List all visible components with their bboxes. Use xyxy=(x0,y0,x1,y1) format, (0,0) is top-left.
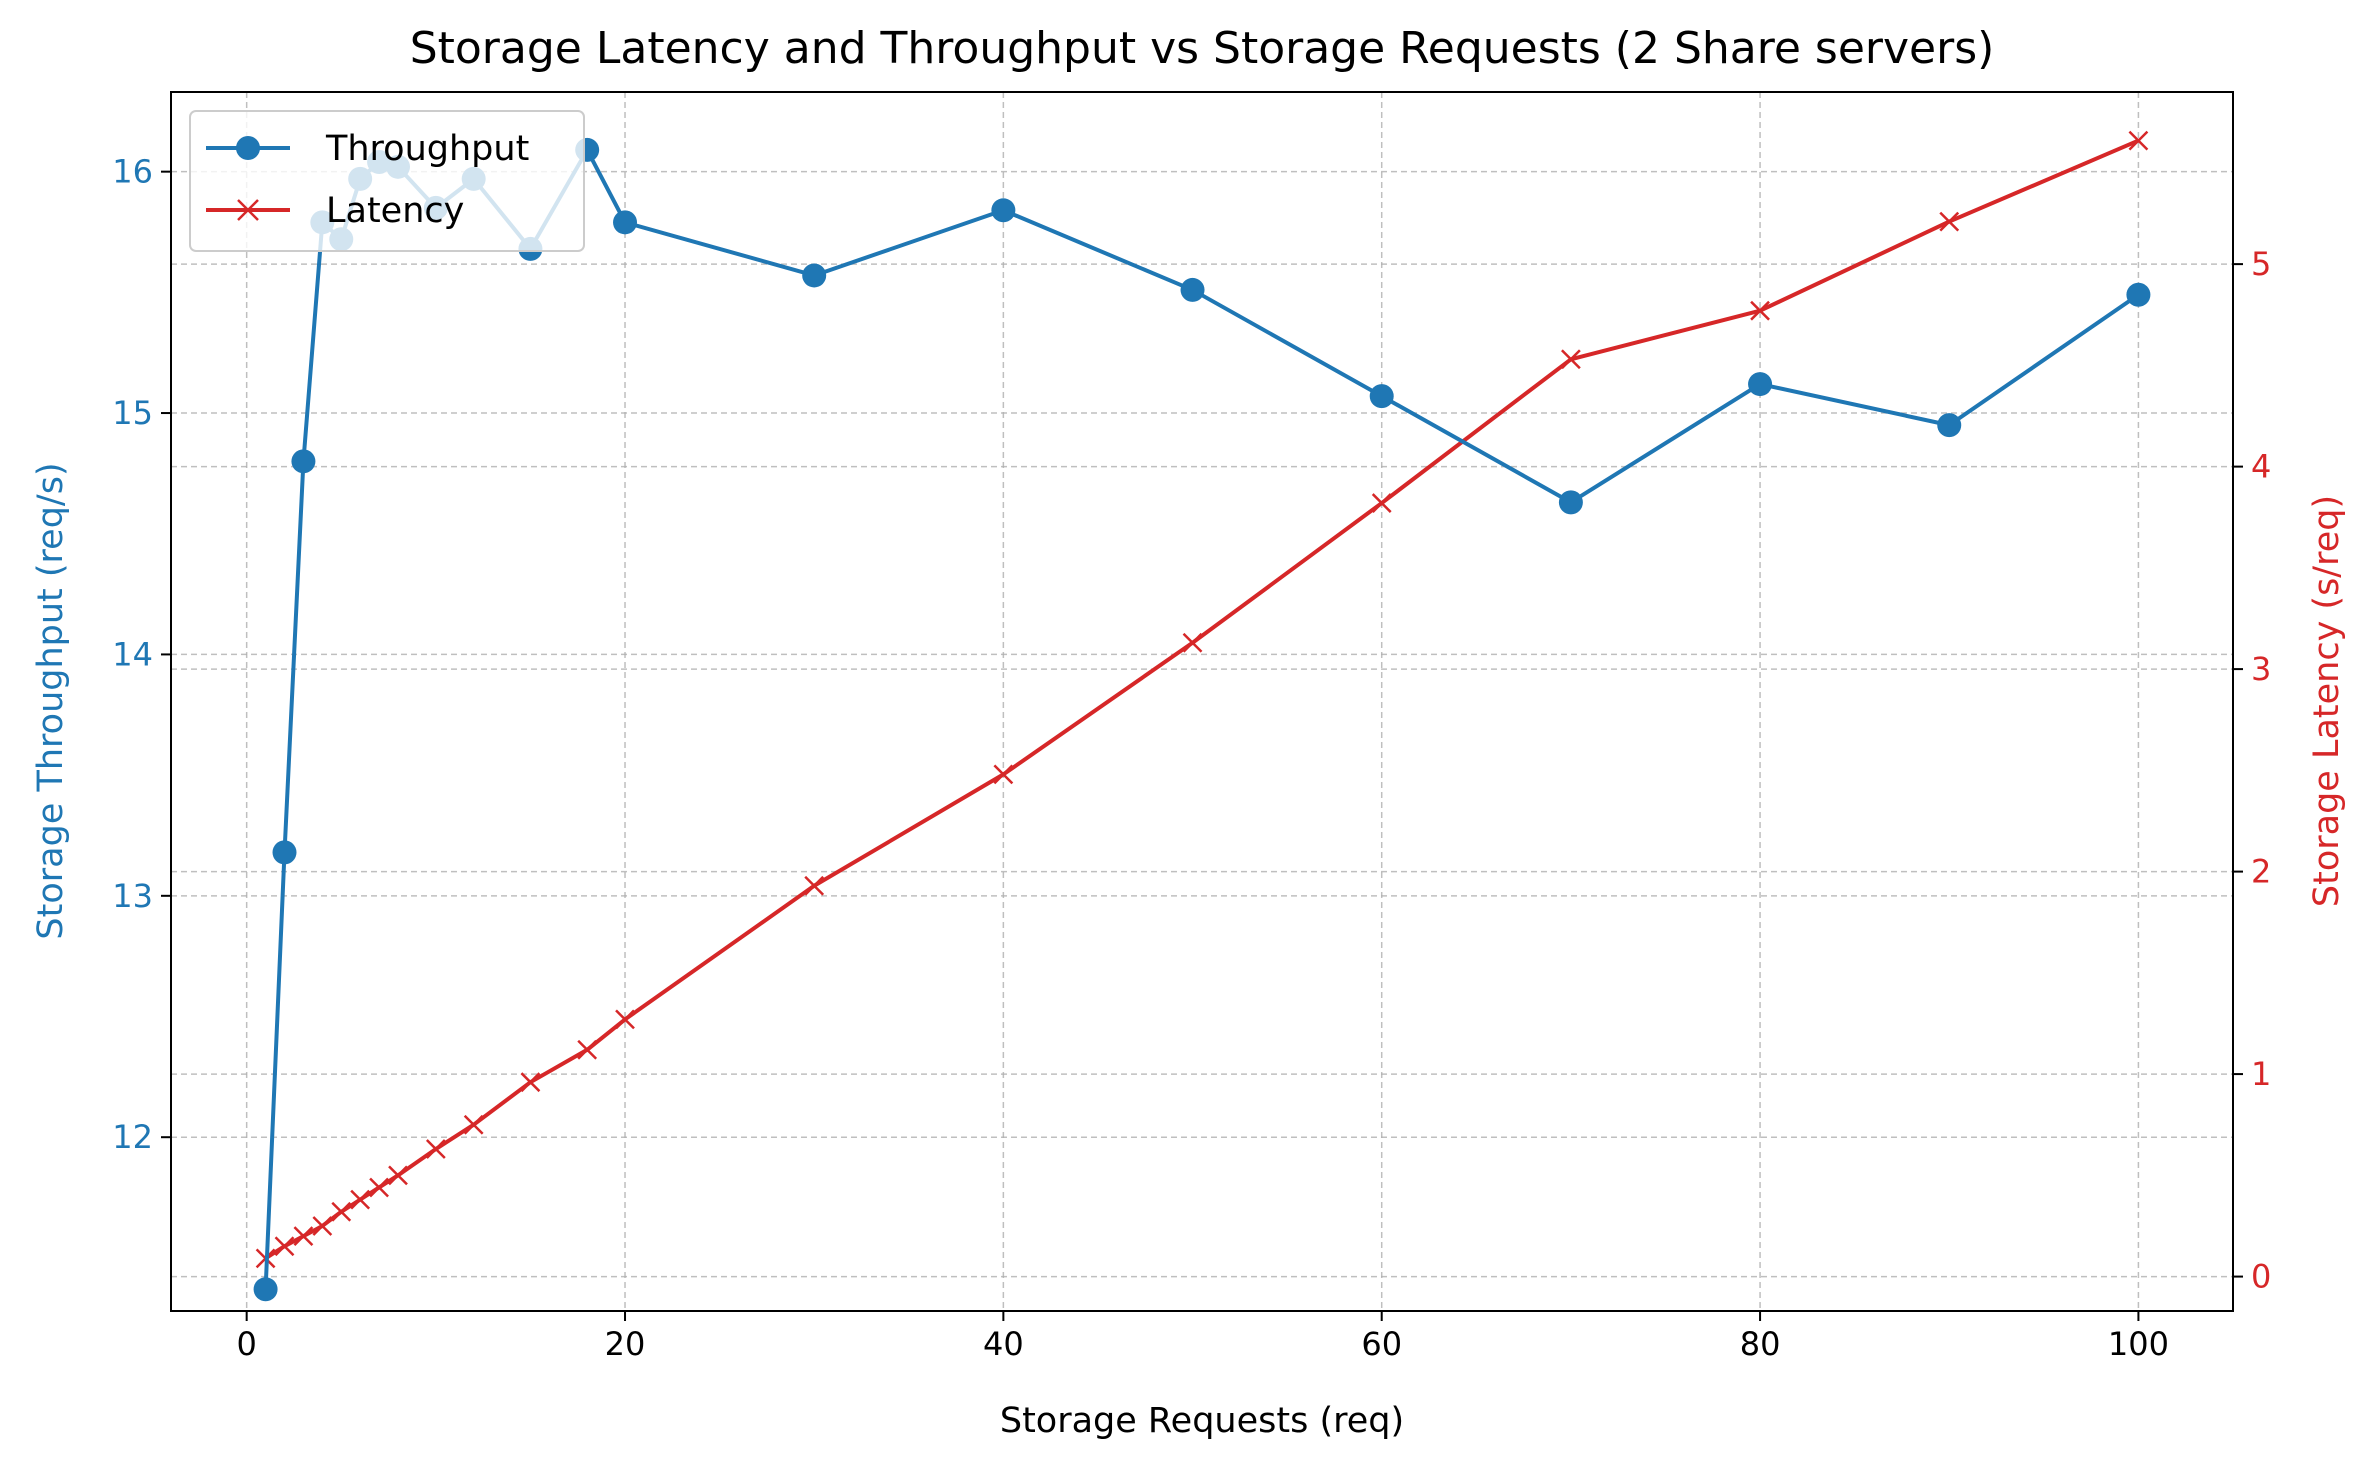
grid xyxy=(171,92,2233,1311)
throughput-point xyxy=(291,449,316,474)
y-left-tick-label: 13 xyxy=(112,877,153,915)
throughput-point xyxy=(1558,490,1583,515)
y-axis-label-right: Storage Latency (s/req) xyxy=(2307,495,2347,907)
legend: Throughput Latency xyxy=(189,110,585,252)
x-tick-label: 100 xyxy=(2108,1325,2169,1363)
x-tick-label: 40 xyxy=(983,1325,1024,1363)
latency-point xyxy=(274,1236,295,1257)
latency-point xyxy=(425,1139,446,1159)
y-right-tick-label: 5 xyxy=(2251,245,2271,283)
plot-frame xyxy=(170,91,2234,1312)
latency-point xyxy=(804,875,825,896)
throughput-point xyxy=(1937,413,1962,438)
latency-point xyxy=(577,1039,598,1060)
latency-point xyxy=(388,1165,408,1186)
latency-point xyxy=(293,1226,314,1246)
throughput-point xyxy=(272,840,297,865)
y-left-tick-label: 15 xyxy=(112,394,153,432)
throughput-line xyxy=(263,147,2140,1290)
latency-point xyxy=(369,1177,389,1198)
x-tick-label: 60 xyxy=(1361,1325,1402,1363)
latency-point xyxy=(1750,300,1770,321)
y-right-tick-label: 1 xyxy=(2251,1055,2271,1093)
throughput-point xyxy=(991,198,1016,223)
series xyxy=(253,130,2151,1302)
legend-marker-latency xyxy=(237,199,259,221)
latency-point xyxy=(1561,349,1581,370)
y-right-tick-label: 3 xyxy=(2251,650,2271,688)
legend-marker-throughput xyxy=(236,136,260,160)
y-right-tick-label: 4 xyxy=(2251,448,2271,486)
latency-point xyxy=(350,1189,371,1210)
latency-line xyxy=(264,138,2140,1261)
latency-point xyxy=(1182,632,1203,653)
latency-point xyxy=(2128,130,2149,151)
throughput-point xyxy=(253,1277,278,1302)
x-axis-label: Storage Requests (req) xyxy=(1000,1401,1404,1441)
latency-point xyxy=(1939,211,1960,232)
y-axis-label-left: Storage Throughput (req/s) xyxy=(31,462,71,939)
throughput-point xyxy=(1748,372,1773,397)
legend-label-throughput: Throughput xyxy=(325,129,529,169)
chart-title: Storage Latency and Throughput vs Storag… xyxy=(410,23,1995,74)
throughput-point xyxy=(1180,277,1205,302)
latency-point xyxy=(463,1114,484,1135)
latency-point xyxy=(615,1009,635,1030)
x-tick-label: 0 xyxy=(236,1325,256,1363)
throughput-point xyxy=(2126,282,2151,307)
y-left-tick-label: 12 xyxy=(112,1118,153,1156)
y-right-tick-label: 0 xyxy=(2251,1258,2271,1296)
latency-point xyxy=(331,1201,352,1222)
latency-point xyxy=(993,764,1014,785)
y-left-tick-label: 16 xyxy=(112,153,153,191)
latency-point xyxy=(312,1216,333,1236)
x-tick-label: 20 xyxy=(605,1325,646,1363)
latency-point xyxy=(1371,493,1392,513)
y-right-tick-label: 2 xyxy=(2251,853,2271,891)
latency-point xyxy=(520,1072,541,1093)
y-left-tick-label: 14 xyxy=(112,635,153,673)
throughput-point xyxy=(1369,384,1394,409)
throughput-point xyxy=(802,263,827,288)
legend-label-latency: Latency xyxy=(326,191,464,231)
throughput-point xyxy=(613,210,638,235)
x-tick-label: 80 xyxy=(1740,1325,1781,1363)
